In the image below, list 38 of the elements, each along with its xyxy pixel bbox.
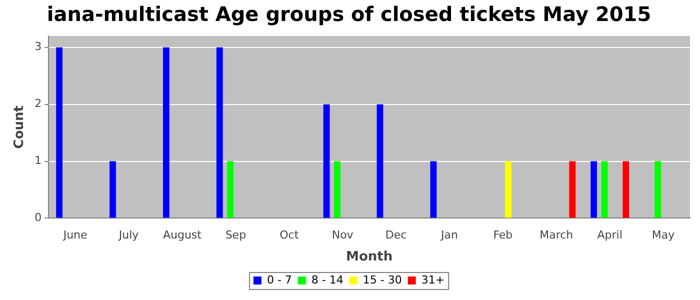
x-axis-title: Month [346, 250, 393, 265]
x-tick-label: Feb [493, 228, 513, 242]
bar [323, 104, 330, 218]
bar [227, 161, 234, 218]
bar [569, 161, 576, 218]
x-tick-label: Dec [385, 228, 407, 242]
bar [56, 47, 62, 218]
legend-label: 31+ [421, 273, 445, 286]
bar [430, 161, 437, 218]
x-tick-label: August [162, 228, 202, 242]
bar [110, 161, 116, 218]
y-tick-label: 3 [34, 40, 42, 54]
x-tick-label: Oct [280, 228, 300, 242]
x-tick-label: Jan [440, 228, 458, 242]
bar [601, 161, 608, 218]
legend-label: 8 - 14 [311, 273, 344, 286]
y-tick-label: 0 [34, 211, 42, 224]
legend-label: 15 - 30 [362, 273, 402, 286]
bar [376, 104, 384, 218]
x-tick-label: June [62, 228, 88, 242]
bar [590, 161, 597, 218]
x-tick-label: Sep [225, 228, 246, 242]
y-tick-label: 2 [34, 97, 42, 110]
chart-title: iana-multicast Age groups of closed tickets May 2015 [46, 2, 652, 26]
x-tick-label: May [652, 228, 676, 242]
bar [334, 161, 340, 218]
bar [622, 161, 630, 218]
y-axis-title: Count [12, 106, 28, 149]
bar [654, 161, 662, 218]
x-tick-label: July [118, 228, 140, 242]
legend-label: 0 - 7 [266, 273, 292, 286]
y-tick-label: 1 [34, 154, 42, 168]
bar [216, 47, 223, 218]
x-tick-label: March [540, 228, 574, 242]
x-tick-label: April [597, 228, 622, 242]
bar [162, 47, 170, 218]
x-tick-label: Nov [332, 228, 354, 242]
bar [505, 161, 512, 218]
